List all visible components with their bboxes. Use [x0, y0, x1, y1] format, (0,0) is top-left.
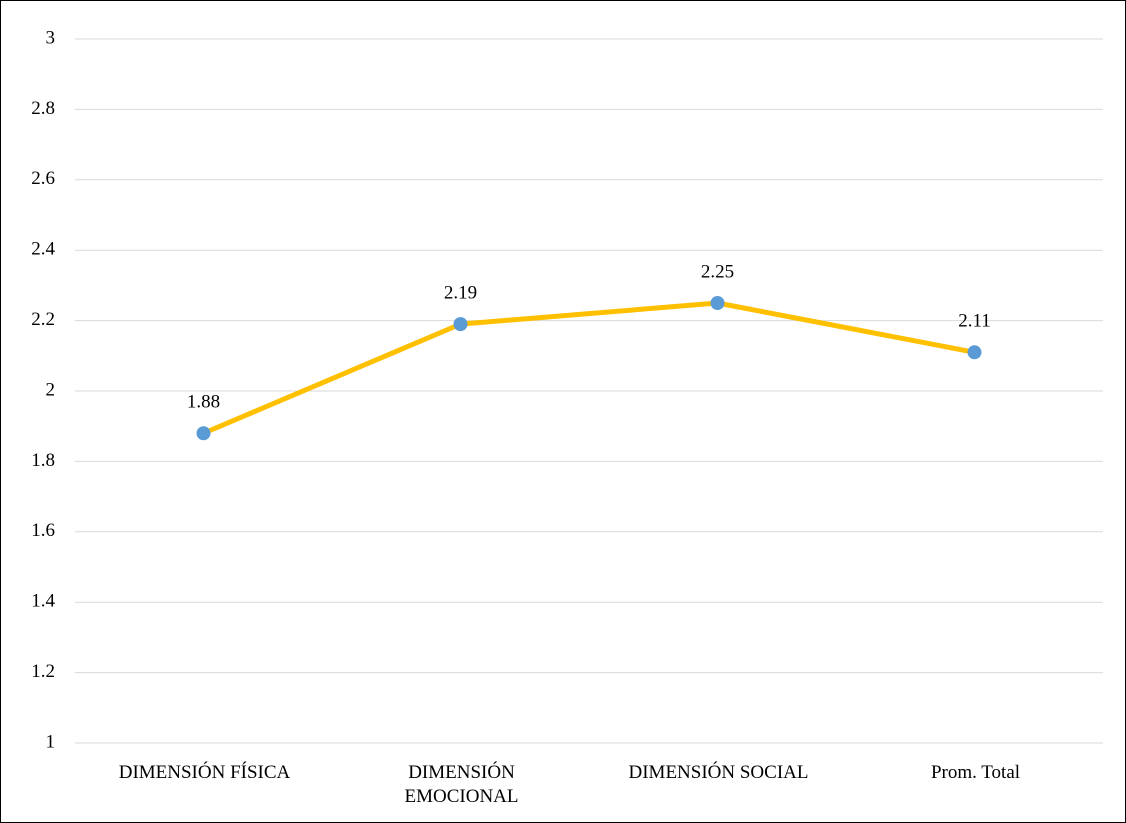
y-tick-label: 1.6 [31, 520, 55, 541]
y-tick-label: 2.6 [31, 168, 55, 189]
line [202, 300, 975, 436]
y-tick-label: 1.2 [31, 661, 55, 682]
y-tick-label: 2.2 [31, 309, 55, 330]
x-tick-label: DIMENSIÓN SOCIAL [628, 762, 809, 783]
data-label: 2.11 [958, 311, 991, 332]
marker [196, 426, 211, 441]
y-tick-label: 1 [46, 731, 56, 752]
data-label: 2.19 [444, 282, 477, 303]
data-label: 2.25 [701, 261, 734, 282]
x-tick-label: DIMENSIÓN FÍSICA [118, 762, 291, 783]
marker [453, 317, 468, 332]
y-tick-label: 1.8 [31, 450, 55, 471]
y-tick-label: 2.8 [31, 98, 55, 119]
y-tick-label: 1.4 [31, 591, 55, 612]
data-label: 1.88 [187, 392, 220, 413]
x-tick-label: Prom. Total [930, 762, 1021, 783]
marker [967, 345, 982, 360]
marker [710, 296, 725, 310]
y-tick-label: 2 [46, 379, 56, 400]
x-tick-label: DIMENSIÓN EMOCIONAL [404, 762, 519, 807]
y-tick-label: 2.4 [31, 239, 55, 260]
y-tick-label: 3 [46, 27, 56, 48]
